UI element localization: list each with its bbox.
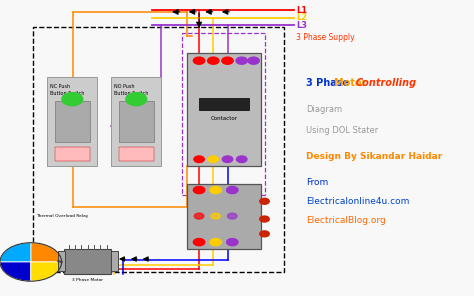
Circle shape [208, 57, 219, 64]
Circle shape [194, 156, 204, 163]
Circle shape [211, 213, 220, 219]
Circle shape [194, 213, 204, 219]
Bar [187, 53, 261, 166]
Circle shape [193, 239, 205, 246]
Wedge shape [0, 262, 31, 281]
Circle shape [210, 186, 221, 194]
Text: Contactor: Contactor [210, 116, 237, 121]
Text: 3 Phase Supply: 3 Phase Supply [296, 33, 355, 41]
Bar [55, 101, 90, 142]
Text: Controlling: Controlling [356, 78, 417, 88]
Text: L2: L2 [296, 13, 307, 22]
Bar [111, 77, 161, 166]
Bar [182, 33, 265, 195]
Circle shape [260, 216, 269, 222]
Text: Using DOL Stater: Using DOL Stater [306, 126, 378, 135]
Bar [118, 147, 154, 161]
Circle shape [222, 57, 233, 64]
Wedge shape [0, 243, 31, 262]
Circle shape [210, 239, 221, 246]
Text: Motor: Motor [334, 78, 370, 88]
Text: NO Push: NO Push [114, 84, 134, 89]
Circle shape [260, 198, 269, 204]
Text: ElectricalBlog.org: ElectricalBlog.org [306, 216, 385, 225]
Circle shape [62, 93, 82, 106]
Bar [55, 147, 90, 161]
Bar [118, 101, 154, 142]
Circle shape [260, 231, 269, 237]
Bar [58, 251, 65, 271]
Text: L3: L3 [296, 21, 307, 30]
Text: Button Switch: Button Switch [114, 91, 148, 96]
Circle shape [208, 156, 219, 163]
Text: 3 Phase Motor: 3 Phase Motor [72, 278, 103, 282]
Circle shape [227, 186, 238, 194]
Bar [33, 27, 284, 272]
Text: NC Push: NC Push [50, 84, 70, 89]
Bar [199, 98, 249, 110]
Circle shape [193, 57, 205, 64]
Circle shape [227, 239, 238, 246]
Text: From: From [306, 178, 328, 186]
Text: Electricalonline4u.com: Electricalonline4u.com [306, 197, 409, 206]
Circle shape [237, 156, 247, 163]
Bar [187, 184, 261, 249]
Circle shape [248, 57, 259, 64]
Circle shape [222, 156, 233, 163]
Wedge shape [31, 262, 62, 281]
Circle shape [193, 186, 205, 194]
Circle shape [228, 213, 237, 219]
Bar [111, 251, 118, 271]
Circle shape [236, 57, 247, 64]
Circle shape [126, 93, 146, 106]
Text: Thermal Overload Relay: Thermal Overload Relay [36, 214, 88, 218]
Text: L1: L1 [296, 6, 307, 15]
Text: Diagram: Diagram [306, 105, 342, 114]
Text: Button Switch: Button Switch [50, 91, 84, 96]
Bar [64, 249, 111, 274]
Text: Design By Sikandar Haidar: Design By Sikandar Haidar [306, 152, 442, 161]
Text: 3 Phase: 3 Phase [306, 78, 352, 88]
Bar [47, 77, 97, 166]
Wedge shape [31, 243, 62, 262]
